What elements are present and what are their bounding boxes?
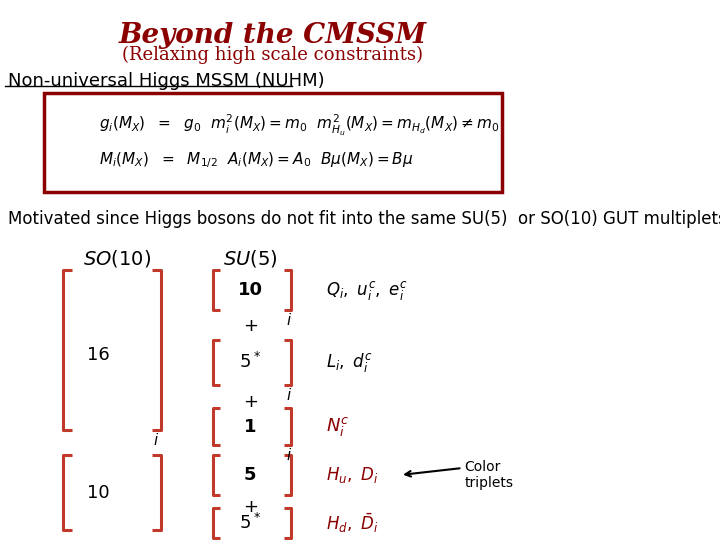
Text: $N_i^c$: $N_i^c$: [326, 415, 349, 438]
Text: $H_d,\ \bar{D}_i$: $H_d,\ \bar{D}_i$: [326, 511, 379, 535]
Text: 16: 16: [87, 346, 110, 364]
Text: $M_i(M_X)\ \ =\ \ M_{1/2}\ \ A_i(M_X) = A_0\ \ B\mu(M_X) = B\mu$: $M_i(M_X)\ \ =\ \ M_{1/2}\ \ A_i(M_X) = …: [99, 150, 413, 170]
Text: +: +: [243, 393, 258, 411]
Text: 1: 1: [244, 418, 256, 436]
Text: 5: 5: [244, 466, 256, 484]
FancyBboxPatch shape: [44, 93, 502, 192]
Text: $5^*$: $5^*$: [239, 513, 261, 533]
Text: Non-universal Higgs MSSM (NUHM): Non-universal Higgs MSSM (NUHM): [8, 72, 324, 90]
Text: 10: 10: [87, 484, 110, 502]
Text: $i$: $i$: [286, 447, 292, 463]
Text: $g_i(M_X)\ \ =\ \ g_0\ \ m_i^2(M_X) = m_0\ \ m_{H_u}^2(M_X) = m_{H_d}(M_X) \neq : $g_i(M_X)\ \ =\ \ g_0\ \ m_i^2(M_X) = m_…: [99, 112, 499, 138]
Text: $i$: $i$: [286, 312, 292, 328]
Text: $L_i,\ d_i^c$: $L_i,\ d_i^c$: [326, 350, 373, 374]
Text: Beyond the CMSSM: Beyond the CMSSM: [119, 22, 427, 49]
Text: $i$: $i$: [286, 387, 292, 403]
Text: 10: 10: [238, 281, 263, 299]
Text: $SO(10)$: $SO(10)$: [84, 248, 151, 269]
Text: +: +: [243, 317, 258, 335]
Text: +: +: [243, 498, 258, 516]
Text: Motivated since Higgs bosons do not fit into the same SU(5)  or SO(10) GUT multi: Motivated since Higgs bosons do not fit …: [8, 210, 720, 228]
Text: $SU(5)$: $SU(5)$: [222, 248, 277, 269]
Text: Color
triplets: Color triplets: [464, 460, 513, 490]
Text: $i$: $i$: [153, 432, 159, 448]
Text: $Q_i,\ u_i^c,\ e_i^c$: $Q_i,\ u_i^c,\ e_i^c$: [326, 279, 408, 301]
Text: (Relaxing high scale constraints): (Relaxing high scale constraints): [122, 46, 423, 64]
Text: $H_u,\ D_i$: $H_u,\ D_i$: [326, 465, 378, 485]
Text: $5^*$: $5^*$: [239, 352, 261, 372]
